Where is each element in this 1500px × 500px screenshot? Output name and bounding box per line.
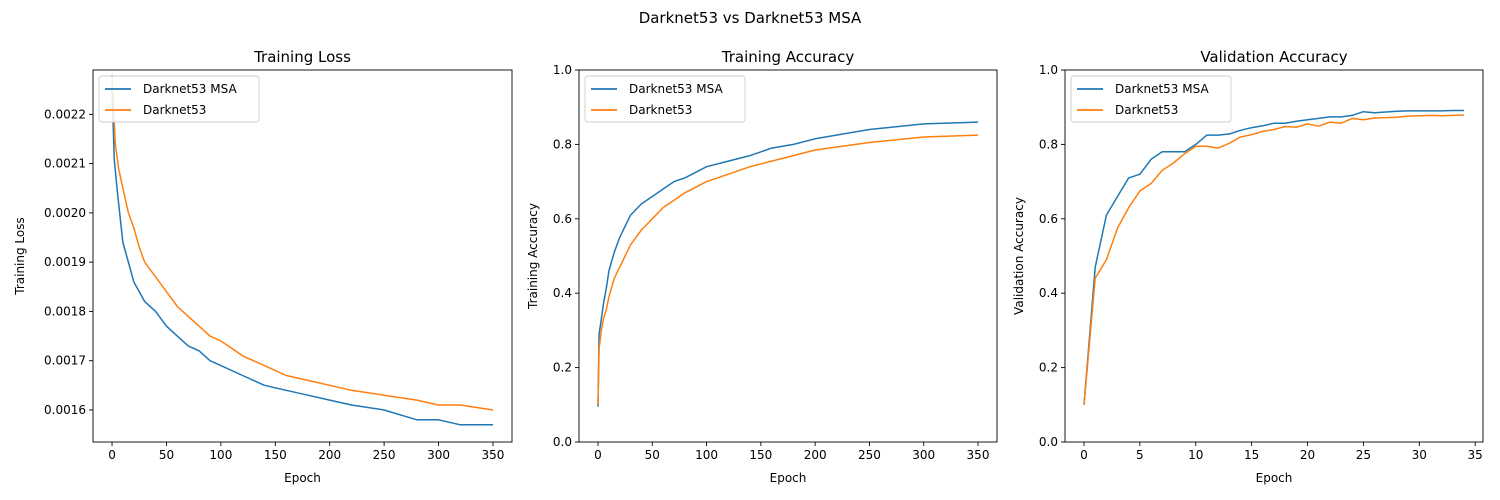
training-loss-axes-frame xyxy=(92,69,513,443)
training-accuracy-y-tick-label: 0.2 xyxy=(553,361,572,375)
training-accuracy-legend-box xyxy=(584,75,746,123)
training-loss-y-tick-label: 0.0021 xyxy=(44,157,86,171)
training-loss-y-tick-label: 0.0019 xyxy=(44,255,86,269)
validation-accuracy-x-tick-label: 30 xyxy=(1412,448,1427,462)
training-accuracy-y-tick-label: 0.0 xyxy=(553,435,572,449)
validation-accuracy-y-tick-label: 0.0 xyxy=(1039,435,1058,449)
training-accuracy-series-darknet53 xyxy=(597,134,979,405)
training-accuracy-x-tick-label: 250 xyxy=(858,448,881,462)
training-accuracy-legend: Darknet53 MSA Darknet53 xyxy=(584,75,746,123)
validation-accuracy-series-darknet53-msa xyxy=(1083,109,1464,405)
validation-accuracy-x-tick-label: 10 xyxy=(1188,448,1203,462)
validation-accuracy-axes-frame xyxy=(1064,69,1484,443)
training-loss-title: Training Loss xyxy=(253,48,351,66)
figure-suptitle: Darknet53 vs Darknet53 MSA xyxy=(639,9,862,27)
training-accuracy-x-tick-label: 50 xyxy=(645,448,660,462)
training-accuracy-title: Training Accuracy xyxy=(721,48,855,66)
validation-accuracy-legend: Darknet53 MSA Darknet53 xyxy=(1070,75,1232,123)
training-accuracy-x-tick-label: 0 xyxy=(594,448,602,462)
validation-accuracy-legend-label-darknet53: Darknet53 xyxy=(1115,103,1178,117)
training-loss-legend-label-darknet53: Darknet53 xyxy=(143,103,206,117)
training-loss-series-darknet53 xyxy=(111,74,494,411)
validation-accuracy-x-tick-label: 0 xyxy=(1080,448,1088,462)
training-accuracy-x-tick-label: 350 xyxy=(967,448,990,462)
validation-accuracy-y-tick-label: 0.2 xyxy=(1039,361,1058,375)
training-accuracy-x-tick-label: 300 xyxy=(912,448,935,462)
training-loss-x-tick-label: 350 xyxy=(482,448,505,462)
validation-accuracy-chart: Validation Accuracy 0 5 10 15 20 25 30 35 0.0 0.2 0… xyxy=(1012,48,1484,485)
training-loss-legend: Darknet53 MSA Darknet53 xyxy=(98,75,260,123)
training-accuracy-axes-frame xyxy=(578,69,998,443)
validation-accuracy-y-axis-label: Validation Accuracy xyxy=(1012,197,1026,315)
training-loss-x-tick-label: 250 xyxy=(373,448,396,462)
validation-accuracy-x-tick-label: 15 xyxy=(1244,448,1259,462)
training-loss-x-tick-label: 200 xyxy=(318,448,341,462)
training-loss-y-tick-label: 0.0022 xyxy=(44,107,86,121)
training-loss-x-tick-label: 300 xyxy=(427,448,450,462)
training-loss-y-tick-label: 0.0017 xyxy=(44,354,86,368)
training-accuracy-y-tick-label: 0.8 xyxy=(553,137,572,151)
training-accuracy-x-tick-label: 150 xyxy=(749,448,772,462)
validation-accuracy-y-tick-label: 0.4 xyxy=(1039,286,1058,300)
training-accuracy-x-tick-label: 100 xyxy=(695,448,718,462)
validation-accuracy-x-axis-label: Epoch xyxy=(1256,471,1293,485)
training-accuracy-x-tick-label: 200 xyxy=(804,448,827,462)
training-accuracy-chart: Training Accuracy 0 50 100 150 200 250 300 350 0.… xyxy=(526,48,998,485)
training-loss-legend-label-darknet53-msa: Darknet53 MSA xyxy=(143,82,237,96)
training-loss-x-tick-label: 150 xyxy=(264,448,287,462)
validation-accuracy-y-tick-label: 0.8 xyxy=(1039,137,1058,151)
training-loss-series-darknet53-msa xyxy=(111,84,493,426)
training-accuracy-legend-label-darknet53-msa: Darknet53 MSA xyxy=(629,82,723,96)
training-loss-x-tick-label: 0 xyxy=(108,448,116,462)
validation-accuracy-legend-box xyxy=(1070,75,1232,123)
training-loss-x-tick-label: 50 xyxy=(159,448,174,462)
training-accuracy-y-tick-label: 1.0 xyxy=(553,63,572,77)
training-accuracy-x-axis-label: Epoch xyxy=(770,471,807,485)
validation-accuracy-y-tick-label: 0.6 xyxy=(1039,212,1058,226)
validation-accuracy-title: Validation Accuracy xyxy=(1200,48,1347,66)
training-accuracy-series-darknet53-msa xyxy=(597,121,979,407)
validation-accuracy-y-tick-label: 1.0 xyxy=(1039,63,1058,77)
training-loss-y-tick-label: 0.0020 xyxy=(44,206,86,220)
validation-accuracy-series-darknet53 xyxy=(1083,114,1465,405)
validation-accuracy-x-tick-label: 5 xyxy=(1136,448,1144,462)
training-loss-chart: Training Loss 0 50 100 150 200 250 300 350 0.0016… xyxy=(13,48,513,485)
validation-accuracy-x-tick-label: 35 xyxy=(1468,448,1483,462)
validation-accuracy-x-tick-label: 20 xyxy=(1300,448,1315,462)
training-loss-y-tick-label: 0.0018 xyxy=(44,304,86,318)
training-loss-y-tick-label: 0.0016 xyxy=(44,403,86,417)
training-accuracy-legend-label-darknet53: Darknet53 xyxy=(629,103,692,117)
training-loss-legend-box xyxy=(98,75,260,123)
validation-accuracy-x-tick-label: 25 xyxy=(1356,448,1371,462)
training-loss-y-axis-label: Training Loss xyxy=(13,217,27,295)
training-loss-x-axis-label: Epoch xyxy=(284,471,321,485)
validation-accuracy-legend-label-darknet53-msa: Darknet53 MSA xyxy=(1115,82,1209,96)
training-accuracy-y-tick-label: 0.4 xyxy=(553,286,572,300)
training-accuracy-y-axis-label: Training Accuracy xyxy=(526,203,540,310)
training-loss-x-tick-label: 100 xyxy=(209,448,232,462)
training-accuracy-y-tick-label: 0.6 xyxy=(553,212,572,226)
